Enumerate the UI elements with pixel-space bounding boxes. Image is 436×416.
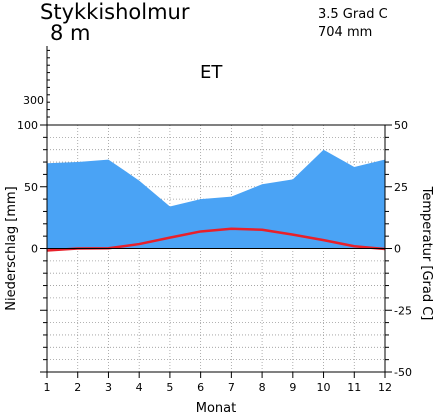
upper-axis: 300 — [23, 46, 50, 125]
y-tick-label: 50 — [24, 181, 38, 194]
y2-tick-label: 50 — [394, 119, 408, 132]
x-axis-label: Monat — [196, 401, 236, 416]
x-tick-label: 4 — [136, 381, 143, 394]
y2-tick-label: -50 — [394, 366, 412, 379]
x-tick-label: 6 — [197, 381, 204, 394]
station-name: Stykkisholmur — [40, 0, 190, 24]
x-tick-label: 11 — [347, 381, 361, 394]
climate-class: ET — [200, 62, 223, 83]
x-tick-label: 9 — [289, 381, 296, 394]
x-tick-label: 7 — [228, 381, 235, 394]
y-axis-label: Niederschlag [mm] — [4, 186, 19, 311]
upper-tick-label: 300 — [23, 94, 44, 107]
x-tick-label: 8 — [259, 381, 266, 394]
precipitation-area-shape — [47, 149, 385, 249]
y-tick-label: 0 — [31, 243, 38, 256]
y2-axis-label: Temperatur [Grad C] — [419, 186, 434, 321]
annual-temperature: 3.5 Grad C — [318, 7, 388, 22]
y2-tick-label: 25 — [394, 181, 408, 194]
station-elevation: 8 m — [50, 21, 91, 45]
annual-precipitation: 704 mm — [318, 25, 372, 40]
x-tick-label: 12 — [378, 381, 392, 394]
x-tick-label: 5 — [166, 381, 173, 394]
precipitation-area — [46, 149, 386, 249]
y2-tick-label: -25 — [394, 304, 412, 317]
x-tick-label: 10 — [317, 381, 331, 394]
x-tick-label: 1 — [44, 381, 51, 394]
y2-tick-label: 0 — [394, 243, 401, 256]
x-tick-label: 2 — [74, 381, 81, 394]
y-tick-label: 100 — [17, 119, 38, 132]
x-tick-label: 3 — [105, 381, 112, 394]
